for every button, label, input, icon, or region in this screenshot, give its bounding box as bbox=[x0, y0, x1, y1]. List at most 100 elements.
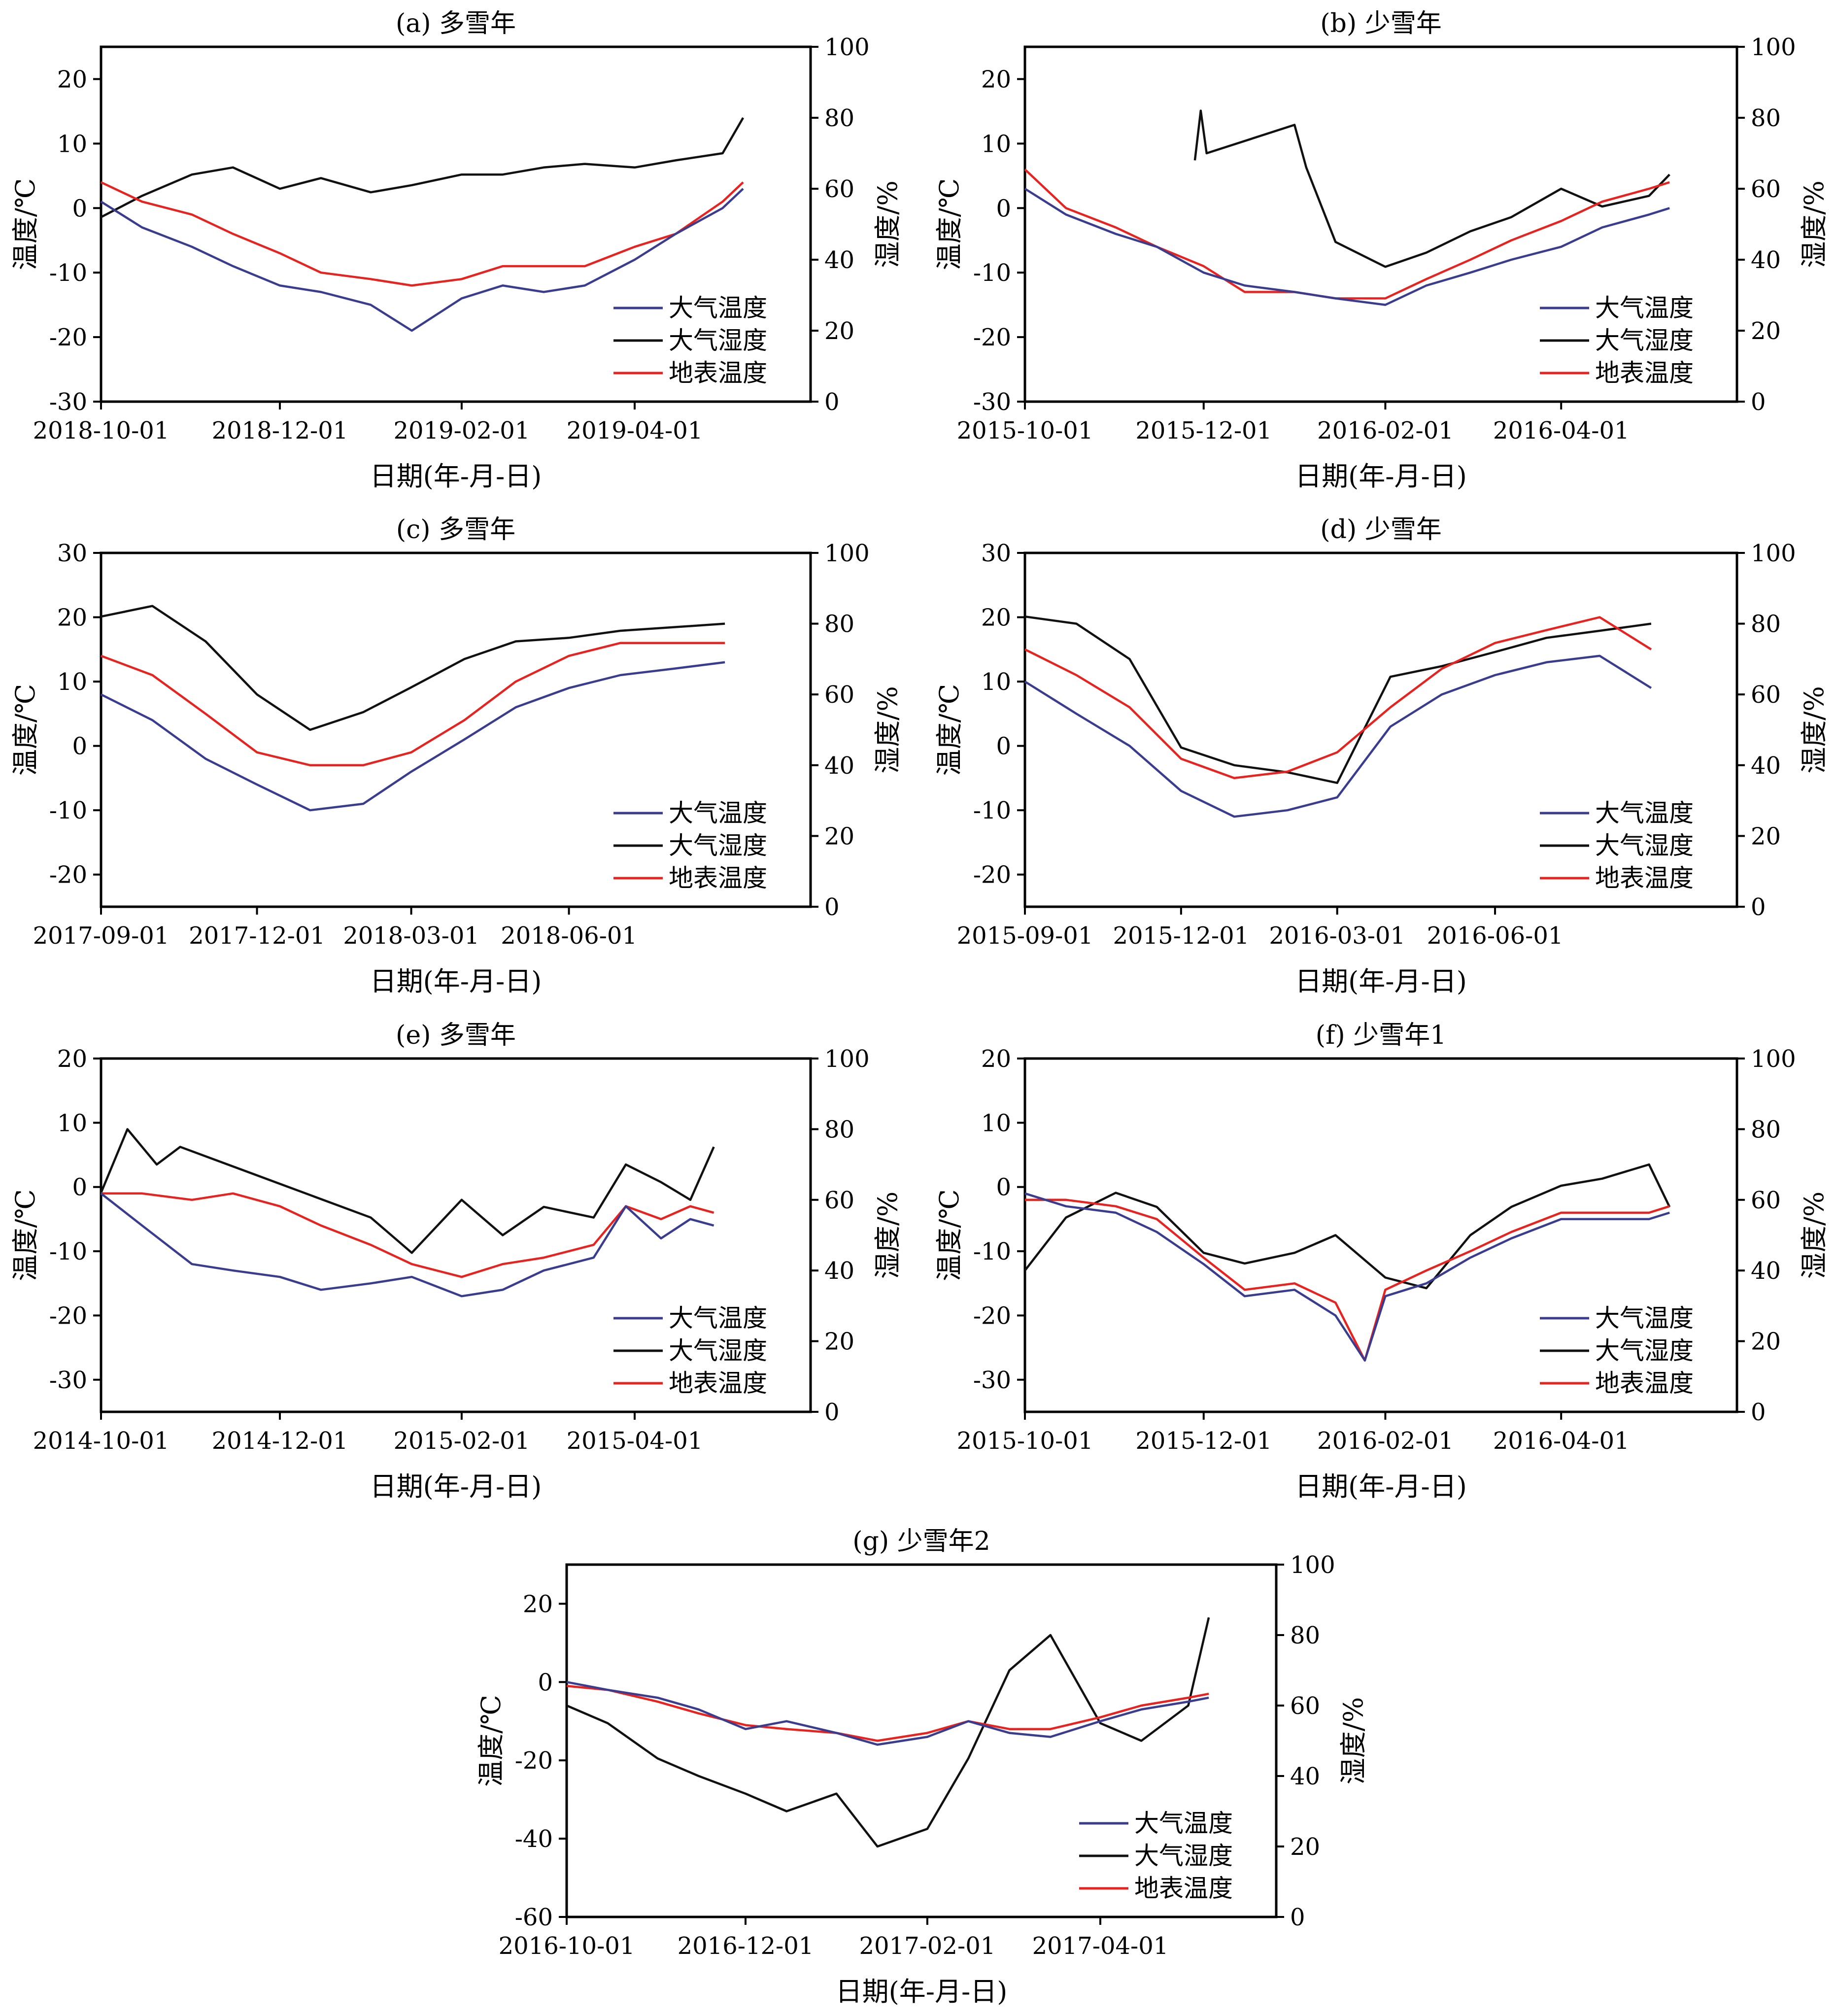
y-left-tick-label: -10 bbox=[49, 1238, 87, 1265]
y-right-tick-label: 100 bbox=[1751, 540, 1796, 567]
x-tick-label: 2016-12-01 bbox=[678, 1932, 814, 1960]
legend-label: 大气温度 bbox=[1595, 294, 1694, 322]
y-right-tick-label: 60 bbox=[1751, 1187, 1781, 1214]
series-line-humidity bbox=[1024, 1163, 1671, 1290]
x-axis-label: 日期(年-月-日) bbox=[370, 461, 542, 492]
legend-label: 地表温度 bbox=[1595, 1369, 1694, 1398]
chart-title: (f) 少雪年1 bbox=[1316, 1021, 1446, 1050]
x-axis-label: 日期(年-月-日) bbox=[1295, 1471, 1467, 1502]
y-left-tick-label: 10 bbox=[981, 1109, 1011, 1137]
series-line-surface-temp bbox=[566, 1685, 1209, 1742]
y-left-axis-label: 温度/℃ bbox=[10, 1189, 41, 1281]
x-tick-label: 2015-12-01 bbox=[1113, 922, 1249, 950]
x-tick-label: 2017-04-01 bbox=[1032, 1932, 1169, 1960]
y-right-axis-label: 湿度/% bbox=[872, 686, 903, 774]
x-tick-label: 2015-09-01 bbox=[957, 922, 1093, 950]
x-tick-label: 2014-10-01 bbox=[33, 1427, 170, 1455]
x-tick-label: 2015-02-01 bbox=[394, 1427, 530, 1455]
y-right-tick-label: 40 bbox=[824, 752, 854, 780]
y-right-tick-label: 100 bbox=[824, 540, 870, 567]
y-right-tick-label: 20 bbox=[1751, 317, 1781, 345]
y-right-tick-label: 0 bbox=[1751, 893, 1766, 921]
y-left-tick-label: -10 bbox=[973, 259, 1011, 287]
y-left-tick-label: 20 bbox=[57, 66, 87, 93]
chart-panel-f: (f) 少雪年1 -30 -20 -10 0 10 20 0 20 40 60 80 100 2015-1… bbox=[934, 1021, 1830, 1502]
y-right-tick-label: 60 bbox=[1751, 681, 1781, 709]
y-left-tick-label: 10 bbox=[57, 130, 87, 158]
legend-label: 大气湿度 bbox=[669, 1336, 767, 1365]
y-right-tick-label: 40 bbox=[1751, 246, 1781, 274]
x-tick-label: 2015-04-01 bbox=[567, 1427, 703, 1455]
y-left-tick-label: -40 bbox=[515, 1825, 553, 1853]
y-right-tick-label: 20 bbox=[824, 1328, 854, 1356]
y-right-tick-label: 40 bbox=[1751, 752, 1781, 780]
y-right-tick-label: 0 bbox=[824, 388, 840, 416]
y-right-tick-label: 100 bbox=[1751, 1045, 1796, 1073]
legend-label: 地表温度 bbox=[1595, 359, 1694, 387]
y-left-tick-label: 20 bbox=[981, 1045, 1011, 1073]
y-right-axis-label: 湿度/% bbox=[872, 1192, 903, 1279]
chart-title: (b) 少雪年 bbox=[1320, 9, 1441, 38]
x-tick-label: 2015-10-01 bbox=[957, 417, 1093, 444]
series-line-surface-temp bbox=[101, 181, 744, 287]
y-left-axis-label: 温度/℃ bbox=[10, 178, 41, 271]
y-right-axis-label: 湿度/% bbox=[1338, 1697, 1369, 1785]
y-left-axis-label: 温度/℃ bbox=[476, 1695, 507, 1787]
legend-label: 大气湿度 bbox=[1595, 1336, 1694, 1365]
y-right-axis-label: 湿度/% bbox=[1799, 686, 1830, 774]
legend-label: 地表温度 bbox=[1595, 864, 1694, 892]
y-right-tick-label: 0 bbox=[824, 893, 840, 921]
chart-panel-c: (c) 多雪年 -20 -10 0 10 20 30 0 20 40 60 80 100 2017-09-… bbox=[10, 515, 903, 997]
legend-label: 大气湿度 bbox=[1595, 831, 1694, 860]
plot-frame bbox=[565, 1563, 1278, 1918]
series-line-humidity bbox=[1024, 615, 1652, 784]
chart-panel-g: (g) 少雪年2 -60 -40 -20 0 20 0 20 40 60 80 100 2016-10-… bbox=[476, 1527, 1369, 2007]
y-right-tick-label: 80 bbox=[1751, 611, 1781, 638]
legend-label: 大气温度 bbox=[669, 294, 767, 322]
y-left-tick-label: -60 bbox=[515, 1904, 553, 1931]
y-right-tick-label: 20 bbox=[1751, 1328, 1781, 1356]
y-right-tick-label: 80 bbox=[1751, 104, 1781, 132]
y-right-tick-label: 60 bbox=[824, 1187, 854, 1214]
chart-title: (a) 多雪年 bbox=[396, 9, 516, 38]
series-line-humidity bbox=[1193, 109, 1670, 268]
y-right-tick-label: 20 bbox=[1751, 822, 1781, 850]
series-line-surface-temp bbox=[1025, 1198, 1670, 1362]
x-tick-label: 2015-12-01 bbox=[1135, 417, 1272, 444]
y-left-axis-label: 温度/℃ bbox=[10, 684, 41, 776]
y-left-tick-label: -10 bbox=[973, 1238, 1011, 1265]
chart-panel-b: (b) 少雪年 -30 -20 -10 0 10 20 0 20 40 60 80 100 2015-10… bbox=[934, 9, 1830, 492]
x-axis-label: 日期(年-月-日) bbox=[1295, 461, 1467, 492]
series-line-surface-temp bbox=[101, 642, 725, 767]
x-tick-label: 2015-10-01 bbox=[957, 1427, 1093, 1455]
y-left-tick-label: -20 bbox=[49, 324, 87, 351]
x-axis-label: 日期(年-月-日) bbox=[836, 1976, 1008, 2007]
series-line-humidity bbox=[100, 1128, 715, 1254]
x-tick-label: 2016-10-01 bbox=[499, 1932, 635, 1960]
series-line-air-temp bbox=[100, 188, 744, 332]
y-right-axis-label: 湿度/% bbox=[872, 180, 903, 268]
y-left-tick-label: 0 bbox=[538, 1669, 553, 1696]
series-line-air-temp bbox=[100, 1193, 714, 1298]
x-tick-label: 2018-03-01 bbox=[343, 922, 479, 950]
series-line-air-temp bbox=[566, 1681, 1209, 1746]
y-left-tick-label: -30 bbox=[973, 1367, 1011, 1394]
legend-label: 地表温度 bbox=[1134, 1874, 1233, 1903]
y-left-tick-label: -10 bbox=[973, 797, 1011, 824]
legend-label: 大气湿度 bbox=[1595, 326, 1694, 355]
series-line-surface-temp bbox=[1024, 169, 1670, 300]
y-right-tick-label: 20 bbox=[824, 822, 854, 850]
y-right-tick-label: 0 bbox=[1751, 388, 1766, 416]
y-right-tick-label: 80 bbox=[1290, 1622, 1320, 1649]
plot-frame bbox=[1023, 551, 1738, 908]
x-tick-label: 2016-04-01 bbox=[1493, 1427, 1630, 1455]
y-right-axis-label: 湿度/% bbox=[1799, 1192, 1830, 1279]
series-line-air-temp bbox=[1024, 1192, 1670, 1362]
y-left-axis-label: 温度/℃ bbox=[934, 1189, 965, 1281]
x-axis-label: 日期(年-月-日) bbox=[370, 1471, 542, 1502]
y-right-tick-label: 60 bbox=[1290, 1692, 1320, 1720]
legend-label: 大气温度 bbox=[1595, 1304, 1694, 1333]
plot-frame bbox=[1023, 45, 1738, 403]
y-left-tick-label: 20 bbox=[57, 604, 87, 632]
